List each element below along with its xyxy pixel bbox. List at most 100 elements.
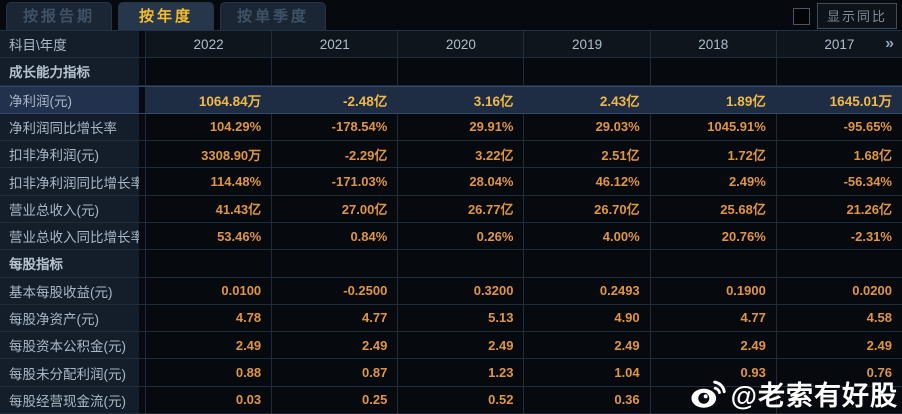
cell-value — [397, 250, 524, 277]
cell-value — [523, 250, 650, 277]
row-label: 每股净资产(元) — [0, 304, 145, 332]
more-years-icon[interactable]: » — [885, 35, 894, 53]
column-header-2018: 2018 — [649, 31, 776, 58]
column-header-2017: 2017» — [775, 31, 902, 58]
cell-value: 2.43亿 — [523, 86, 650, 113]
cell-value — [397, 58, 524, 85]
cell-value: 0.26% — [397, 222, 524, 250]
table-row[interactable]: 净利润同比增长率 104.29% -178.54% 29.91% 29.03% 1045.… — [0, 113, 902, 142]
cell-value: -56.34% — [775, 168, 902, 195]
table-header-row: 科目\年度 2022 2021 2020 2019 2018 2017» — [0, 31, 902, 59]
show-yoy-checkbox[interactable] — [792, 7, 810, 25]
cell-value: 0.2493 — [523, 277, 650, 304]
cell-value: 46.12% — [523, 168, 650, 195]
cell-value: 0.76 — [775, 359, 902, 386]
corner-label: 科目\年度 — [0, 31, 145, 58]
show-yoy-button[interactable]: 显示同比 — [816, 3, 897, 29]
table-row[interactable]: 扣非净利润同比增长率 114.48% -171.03% 28.04% 46.12% 2.4… — [0, 168, 902, 196]
row-label: 营业总收入(元) — [0, 195, 145, 222]
cell-value: 4.77 — [649, 304, 776, 332]
section-row: 成长能力指标 — [0, 58, 902, 86]
row-label: 净利润同比增长率 — [0, 113, 145, 141]
cell-value: 114.48% — [145, 168, 272, 195]
tab-by-quarter[interactable]: 按单季度 — [220, 2, 327, 30]
cell-value: 0.84% — [271, 222, 398, 250]
cell-value: 4.77 — [271, 304, 398, 332]
tab-by-year[interactable]: 按年度 — [118, 2, 215, 30]
cell-value: 26.70亿 — [523, 195, 650, 222]
cell-value: 0.93 — [649, 359, 776, 386]
tab-by-report-period[interactable]: 按报告期 — [6, 2, 113, 30]
row-label: 成长能力指标 — [0, 58, 145, 85]
cell-value: 4.58 — [775, 304, 902, 332]
column-header-2019: 2019 — [523, 31, 650, 58]
table-row[interactable]: 营业总收入(元) 41.43亿 27.00亿 26.77亿 26.70亿 25.68亿 21… — [0, 195, 902, 223]
section-row: 每股指标 — [0, 250, 902, 278]
cell-value: 2.49 — [523, 332, 650, 359]
cell-value: 25.68亿 — [649, 195, 776, 222]
cell-value: 1.68亿 — [775, 141, 902, 168]
row-label: 每股资本公积金(元) — [0, 332, 145, 359]
column-header-2021: 2021 — [271, 31, 398, 58]
cell-value — [649, 58, 776, 85]
row-label: 每股指标 — [0, 250, 145, 277]
cell-value: 2.49 — [271, 332, 398, 359]
cell-value — [145, 58, 272, 85]
cell-value: 3.16亿 — [397, 86, 524, 113]
cell-value: -2.31% — [775, 222, 902, 250]
table-row[interactable]: 每股未分配利润(元) 0.88 0.87 1.23 1.04 0.93 0.76 — [0, 359, 902, 387]
column-header-2020: 2020 — [397, 31, 524, 58]
cell-value: 104.29% — [145, 113, 272, 141]
tab-bar: 按报告期 按年度 按单季度 显示同比 — [0, 0, 902, 30]
row-label: 每股经营现金流(元) — [0, 386, 145, 413]
cell-value: 29.91% — [397, 113, 524, 141]
cell-value: 20.76% — [649, 222, 776, 250]
row-label: 每股未分配利润(元) — [0, 359, 145, 386]
cell-value: 4.78 — [145, 304, 272, 332]
cell-value: 41.43亿 — [145, 195, 272, 222]
cell-value: -171.03% — [271, 168, 398, 195]
cell-value: 53.46% — [145, 222, 272, 250]
cell-value: -2.29亿 — [271, 141, 398, 168]
table-row[interactable]: 扣非净利润(元) 3308.90万 -2.29亿 3.22亿 2.51亿 1.72亿 1.6… — [0, 141, 902, 169]
cell-value: 4.90 — [523, 304, 650, 332]
table-row[interactable]: 营业总收入同比增长率 53.46% 0.84% 0.26% 4.00% 20.76% -2.… — [0, 222, 902, 251]
cell-value: 28.04% — [397, 168, 524, 195]
cell-value: 27.00亿 — [271, 195, 398, 222]
financial-indicators-table: 科目\年度 2022 2021 2020 2019 2018 2017» 成长能力指标 净利润(… — [0, 30, 902, 414]
row-label: 营业总收入同比增长率 — [0, 222, 145, 250]
cell-value — [649, 250, 776, 277]
cell-value: 4.00% — [523, 222, 650, 250]
cell-value: -178.54% — [271, 113, 398, 141]
cell-value: -2.48亿 — [271, 86, 398, 113]
cell-value: 1.72亿 — [649, 141, 776, 168]
cell-value: 3.22亿 — [397, 141, 524, 168]
cell-value: 3308.90万 — [145, 141, 272, 168]
row-label: 基本每股收益(元) — [0, 277, 145, 304]
cell-value: 0.36 — [523, 386, 650, 413]
cell-value: 2.49 — [145, 332, 272, 359]
cell-value: 0.0200 — [775, 277, 902, 304]
row-label: 扣非净利润同比增长率 — [0, 168, 145, 195]
table-row[interactable]: 净利润(元) 1064.84万 -2.48亿 3.16亿 2.43亿 1.89亿 1645.… — [0, 85, 902, 114]
table-row[interactable]: 基本每股收益(元) 0.0100 -0.2500 0.3200 0.2493 0.1900… — [0, 277, 902, 305]
cell-value — [523, 58, 650, 85]
cell-value: 1064.84万 — [145, 86, 272, 113]
cell-value: 0.1900 — [649, 277, 776, 304]
row-label: 净利润(元) — [0, 86, 145, 113]
cell-value: 0.03 — [145, 386, 272, 413]
cell-value — [775, 58, 902, 85]
cell-value: 26.77亿 — [397, 195, 524, 222]
table-row[interactable]: 每股净资产(元) 4.78 4.77 5.13 4.90 4.77 4.58 — [0, 304, 902, 333]
table-row[interactable]: 每股经营现金流(元) 0.03 0.25 0.52 0.36 — [0, 386, 902, 414]
cell-value: 0.88 — [145, 359, 272, 386]
table-row[interactable]: 每股资本公积金(元) 2.49 2.49 2.49 2.49 2.49 2.49 — [0, 332, 902, 360]
cell-value: 5.13 — [397, 304, 524, 332]
cell-value: 0.87 — [271, 359, 398, 386]
cell-value: 1.89亿 — [649, 86, 776, 113]
cell-value: 2.49 — [775, 332, 902, 359]
cell-value: 1645.01万 — [775, 86, 902, 113]
cell-value: 2.49% — [649, 168, 776, 195]
cell-value — [271, 58, 398, 85]
cell-value — [145, 250, 272, 277]
